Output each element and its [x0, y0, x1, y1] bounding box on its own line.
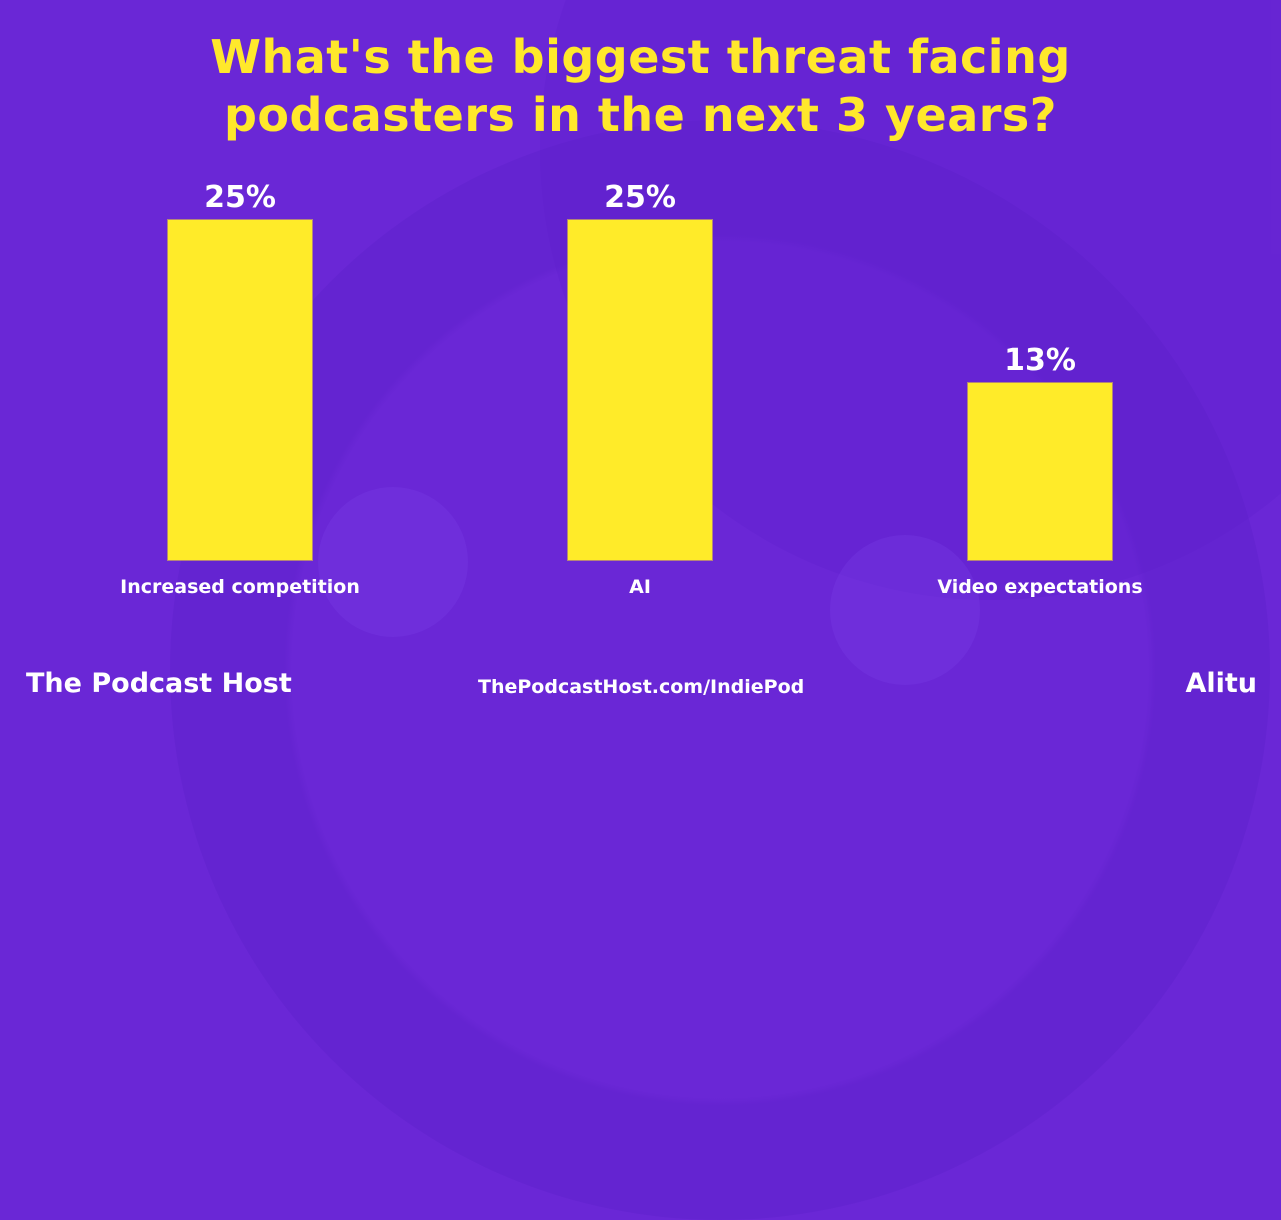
background-circle-right	[830, 535, 980, 685]
background-circle-left	[318, 487, 468, 637]
brand-logo-alitu: Alitu	[1185, 668, 1257, 699]
bar-category-label: Increased competition	[120, 576, 360, 598]
chart-title: What's the biggest threat facing podcast…	[0, 28, 1281, 144]
footer-url: ThePodcastHost.com/IndiePod	[478, 676, 805, 698]
chart-title-line-1: What's the biggest threat facing	[210, 30, 1071, 84]
bar-category-label: AI	[629, 576, 651, 598]
brand-logo-the-podcast-host: The Podcast Host	[26, 668, 292, 699]
bar-value-label: 25%	[604, 180, 676, 215]
bar	[968, 383, 1112, 560]
bar	[568, 220, 712, 560]
bar-category-label: Video expectations	[937, 576, 1143, 598]
chart-title-line-2: podcasters in the next 3 years?	[223, 88, 1057, 142]
bar	[168, 220, 312, 560]
background-arc	[170, 120, 1270, 1220]
bar-value-label: 25%	[204, 180, 276, 215]
bar-value-label: 13%	[1004, 343, 1076, 378]
